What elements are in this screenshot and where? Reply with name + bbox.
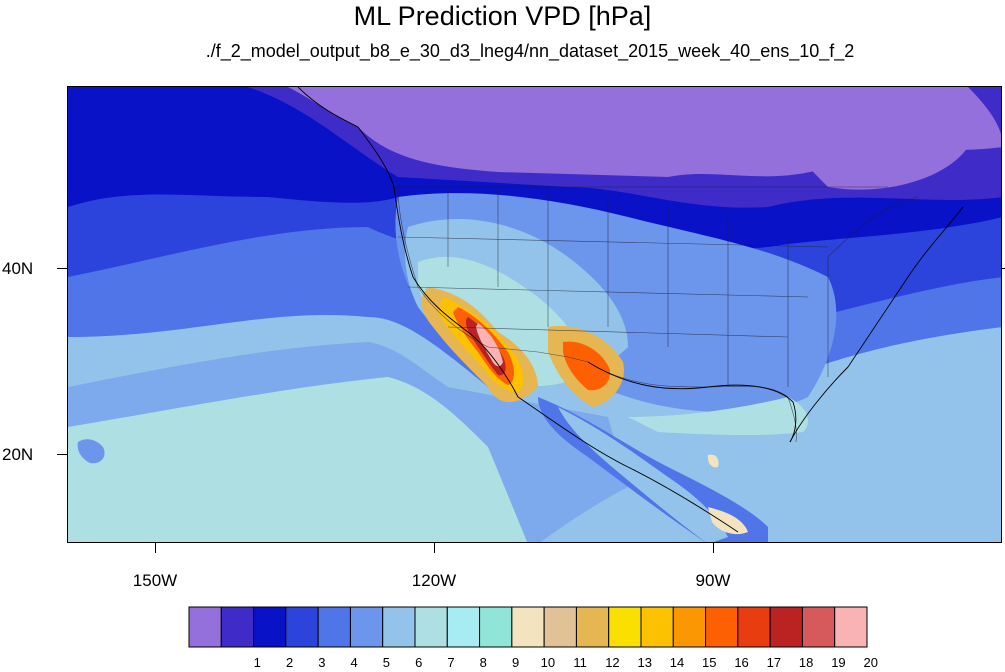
lat-tick-20n-left bbox=[57, 454, 67, 455]
colorbar-label: 18 bbox=[798, 655, 814, 670]
colorbar-swatch bbox=[640, 606, 674, 648]
colorbar-swatch bbox=[188, 606, 222, 648]
colorbar-swatch bbox=[608, 606, 642, 648]
colorbar-swatch bbox=[575, 606, 610, 648]
colorbar-label: 12 bbox=[605, 655, 620, 670]
central-america-warm bbox=[708, 507, 748, 535]
lon-label-90w: 90W bbox=[695, 571, 731, 590]
lat-label-40n: 40N bbox=[2, 259, 34, 278]
lon-label-120w: 120W bbox=[411, 571, 457, 590]
colorbar-swatch bbox=[834, 606, 868, 648]
colorbar-swatch bbox=[769, 606, 803, 648]
lon-label-150w: 150W bbox=[132, 571, 178, 590]
colorbar-swatch bbox=[285, 606, 319, 648]
lat-tick-40n-left bbox=[57, 268, 67, 269]
hawaii-islands bbox=[77, 439, 105, 464]
colorbar-label: 6 bbox=[415, 655, 423, 670]
colorbar-swatch bbox=[705, 606, 739, 648]
vpd-band-5 bbox=[68, 377, 528, 542]
colorbar-label: 20 bbox=[863, 655, 878, 670]
colorbar-swatch bbox=[511, 606, 545, 648]
vpd-map bbox=[67, 86, 1002, 543]
colorbar-swatch bbox=[349, 606, 384, 648]
colorbar-swatch bbox=[382, 606, 416, 648]
lon-tick-120w bbox=[434, 543, 435, 553]
colorbar-swatch bbox=[737, 606, 771, 648]
map-title: ML Prediction VPD [hPa] bbox=[353, 1, 652, 31]
colorbar-label: 19 bbox=[831, 655, 846, 670]
colorbar-label: 2 bbox=[285, 655, 294, 670]
colorbar-label: 9 bbox=[511, 655, 520, 670]
colorbar-label: 15 bbox=[702, 655, 717, 670]
colorbar-label: 14 bbox=[669, 655, 685, 670]
colorbar-swatch bbox=[414, 606, 448, 648]
vpd-contour-map bbox=[68, 87, 1001, 542]
vpd-hot-20 bbox=[476, 323, 503, 367]
colorbar-label: 16 bbox=[734, 655, 749, 670]
colorbar-swatch bbox=[801, 606, 836, 648]
gulf-coast-light bbox=[628, 397, 808, 436]
colorbar-swatch bbox=[446, 606, 481, 648]
lat-tick-40n-right bbox=[1002, 268, 1005, 269]
colorbar-swatch bbox=[317, 606, 351, 648]
yucatan-warm bbox=[707, 454, 719, 468]
colorbar-label: 4 bbox=[350, 655, 358, 670]
colorbar-label: 13 bbox=[637, 655, 652, 670]
colorbar-swatch bbox=[479, 606, 513, 648]
colorbar bbox=[188, 606, 868, 648]
vpd-band-ne-purple bbox=[788, 116, 968, 190]
colorbar-label: 1 bbox=[253, 655, 261, 670]
vpd-hot-texas-16 bbox=[563, 341, 611, 391]
colorbar-swatch bbox=[672, 606, 707, 648]
colorbar-label: 7 bbox=[447, 655, 455, 670]
map-subtitle: ./f_2_model_output_b8_e_30_d3_lneg4/nn_d… bbox=[205, 41, 855, 61]
lon-tick-150w bbox=[155, 543, 156, 553]
colorbar-label: 11 bbox=[573, 655, 587, 670]
coastline bbox=[297, 87, 964, 533]
state-borders bbox=[393, 186, 919, 443]
colorbar-swatch bbox=[543, 606, 577, 648]
colorbar-label: 3 bbox=[318, 655, 326, 670]
colorbar-label: 8 bbox=[479, 655, 487, 670]
land-interior-aqua bbox=[418, 256, 581, 387]
colorbar-swatch bbox=[220, 606, 255, 648]
colorbar-label: 17 bbox=[766, 655, 782, 670]
colorbar-swatch bbox=[253, 606, 287, 648]
lat-label-20n: 20N bbox=[2, 445, 34, 464]
lon-tick-90w bbox=[713, 543, 714, 553]
colorbar-label: 5 bbox=[382, 655, 391, 670]
colorbar-label: 10 bbox=[540, 655, 556, 670]
